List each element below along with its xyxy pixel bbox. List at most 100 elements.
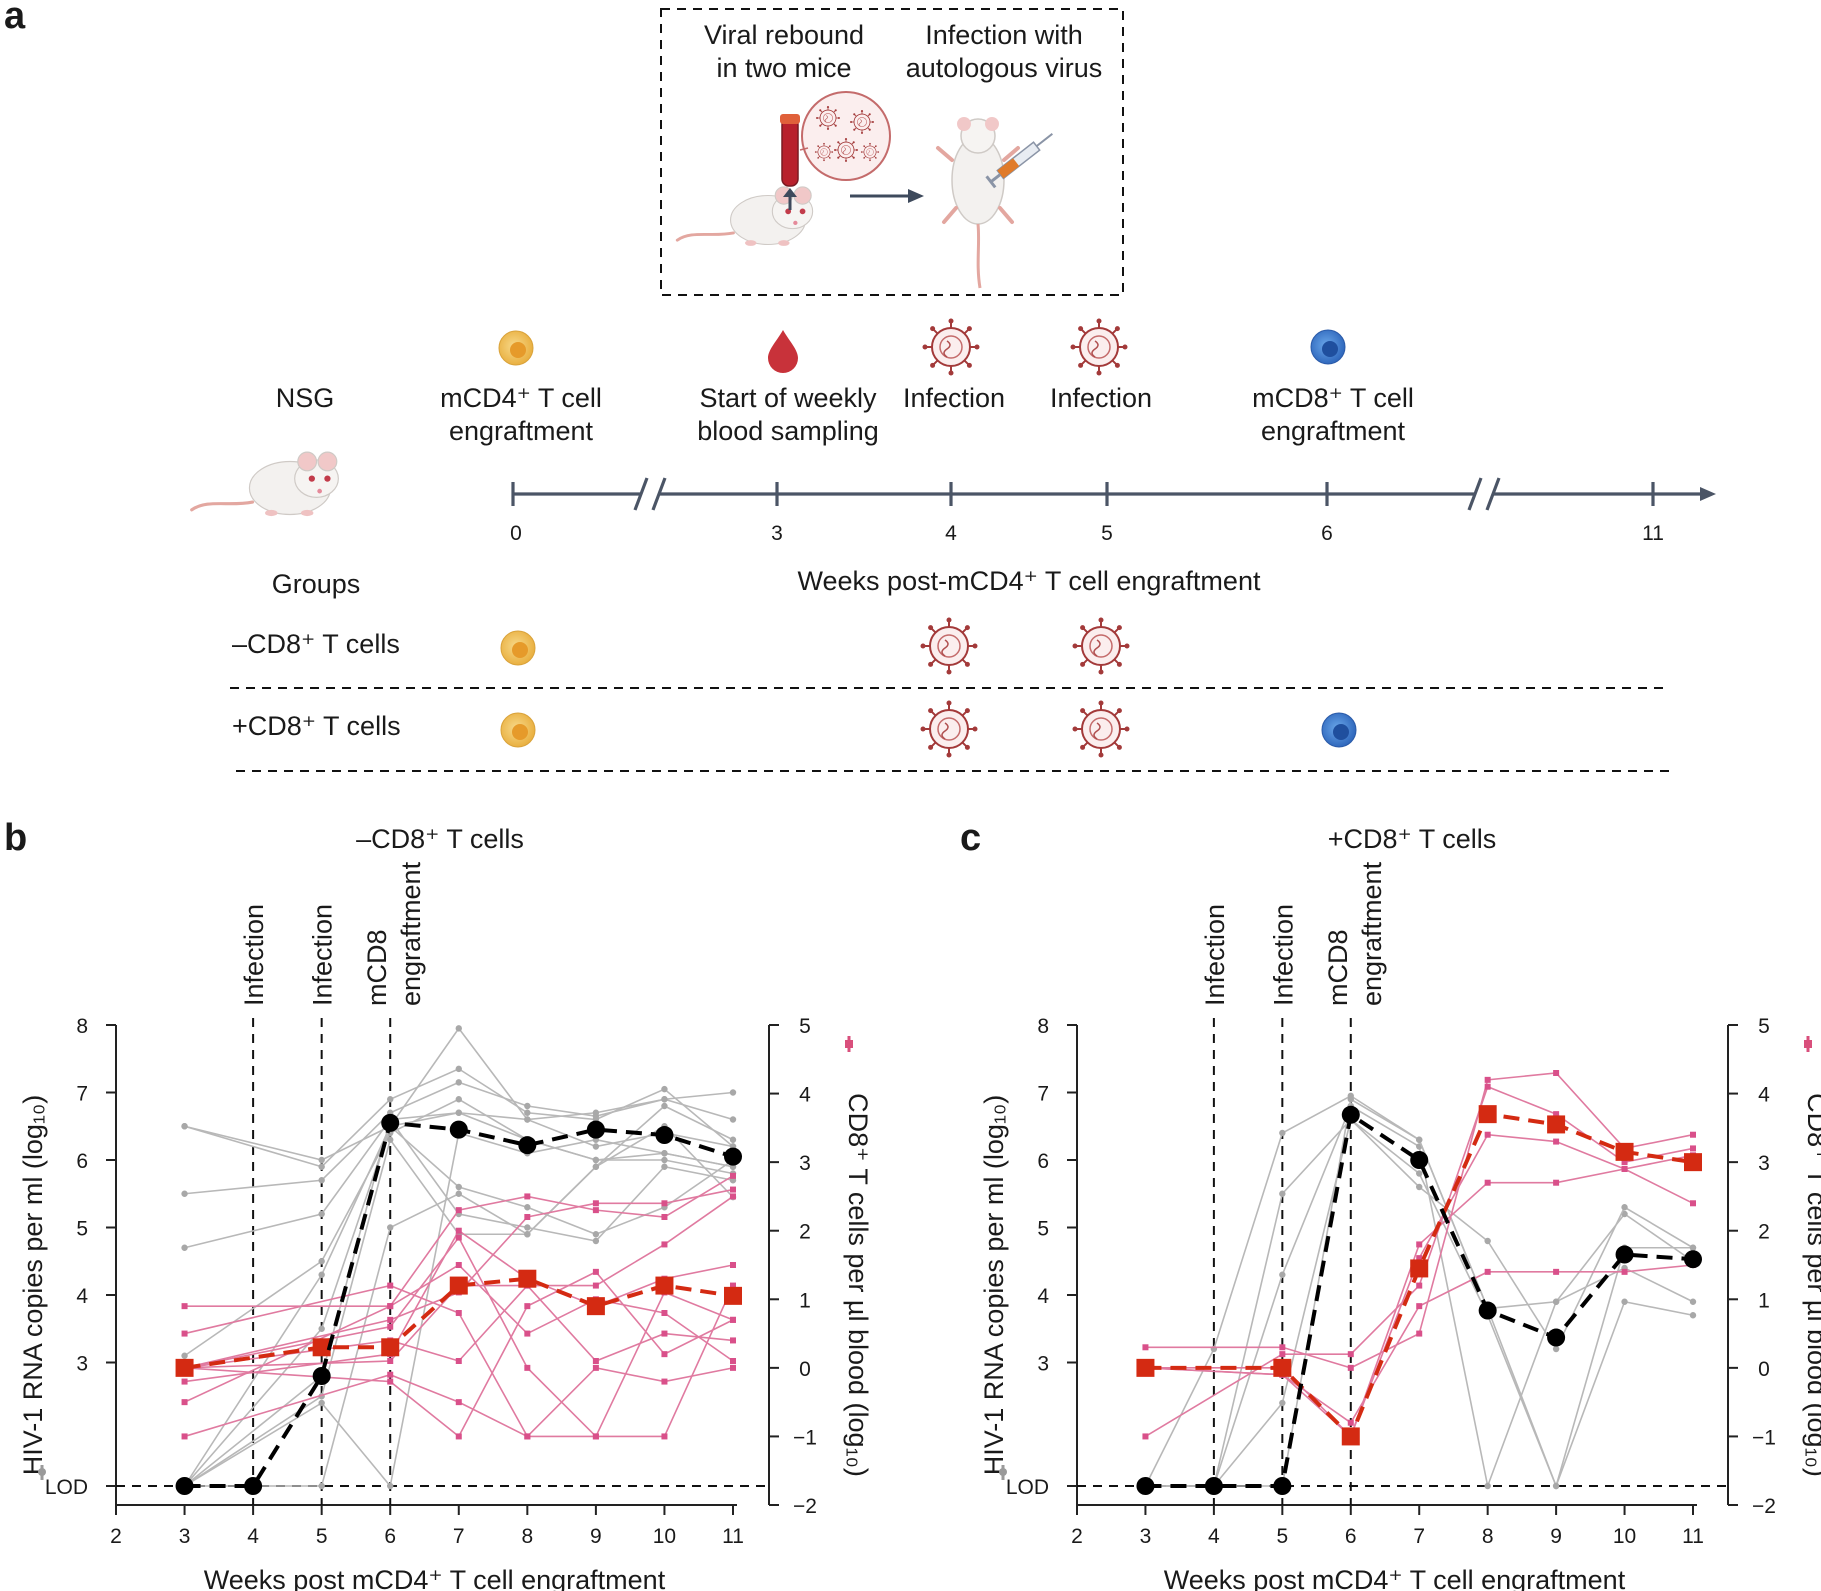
mean-hiv-point	[586, 1120, 605, 1139]
individual-cd8-point	[592, 1200, 599, 1207]
individual-cd8-point	[1347, 1419, 1354, 1426]
individual-hiv-point	[318, 1177, 325, 1184]
individual-cd8-point	[661, 1378, 668, 1385]
y2-tick-label: 1	[799, 1289, 811, 1312]
virus-icon	[1071, 699, 1131, 759]
individual-cd8-point	[592, 1282, 599, 1289]
mean-cd8-point	[1478, 1105, 1497, 1124]
blood-drop-icon	[768, 330, 798, 373]
y-axis-label-right: CD8⁺ T cells per µl blood (log₁₀)	[843, 1093, 873, 1477]
individual-hiv-point	[181, 1244, 188, 1251]
y2-tick-label: 2	[1758, 1221, 1770, 1244]
individual-cd8-point	[524, 1433, 531, 1440]
y2-tick-label: −2	[1752, 1495, 1776, 1518]
mean-cd8-point	[449, 1276, 468, 1295]
individual-cd8-point	[387, 1323, 394, 1330]
individual-hiv-point	[592, 1231, 600, 1238]
individual-cd8-point	[1347, 1364, 1354, 1371]
timeline-tick-label: 4	[945, 522, 957, 545]
individual-cd8-point	[1690, 1200, 1696, 1207]
timeline-tick-label: 6	[1321, 522, 1333, 545]
event-label: mCD8	[1323, 929, 1353, 1006]
event-label: Infection	[308, 904, 338, 1006]
chart-title-c: +CD8⁺ T cells	[1328, 824, 1497, 854]
individual-cd8-point	[661, 1241, 668, 1248]
virus-icon	[1071, 616, 1131, 676]
event-label: Infection	[239, 904, 269, 1006]
group-plus-label: +CD8⁺ T cells	[232, 711, 401, 741]
individual-cd8-point	[524, 1330, 531, 1337]
mean-cd8-point	[1341, 1427, 1360, 1446]
individual-cd8-point	[455, 1262, 462, 1268]
x-tick-label: 2	[110, 1525, 122, 1548]
individual-hiv-point	[1689, 1298, 1697, 1305]
individual-cd8-point	[455, 1358, 462, 1364]
individual-hiv-point	[592, 1143, 600, 1150]
individual-hiv-line	[184, 1117, 734, 1487]
timeline-tick-label: 3	[771, 522, 783, 545]
timeline-tick-label: 0	[510, 522, 522, 545]
individual-cd8-point	[1416, 1241, 1423, 1248]
individual-hiv-point	[661, 1096, 668, 1103]
individual-cd8-point	[1690, 1131, 1696, 1138]
y-tick-label: 8	[1037, 1015, 1049, 1038]
individual-hiv-point	[661, 1085, 668, 1093]
x-tick-label: 6	[1345, 1525, 1357, 1548]
individual-cd8-point	[387, 1378, 394, 1385]
individual-cd8-point	[1621, 1166, 1628, 1172]
individual-cd8-point	[387, 1358, 394, 1364]
mean-cd8-point	[655, 1276, 674, 1295]
individual-cd8-point	[387, 1316, 394, 1323]
event-label-2a: Infection	[903, 383, 1005, 413]
individual-hiv-point	[1552, 1345, 1560, 1353]
mean-hiv-point	[175, 1477, 194, 1495]
individual-cd8-point	[730, 1364, 736, 1371]
individual-hiv-point	[592, 1112, 600, 1120]
box-label-2b: autologous virus	[906, 53, 1103, 83]
y-tick-label: 4	[76, 1285, 88, 1308]
y-tick-label: 6	[76, 1150, 88, 1173]
individual-cd8-point	[592, 1358, 599, 1364]
individual-cd8-point	[524, 1364, 531, 1371]
y2-tick-label: −1	[1752, 1426, 1776, 1449]
individual-hiv-point	[455, 1190, 462, 1197]
individual-hiv-point	[387, 1482, 394, 1490]
individual-cd8-point	[455, 1207, 462, 1214]
individual-cd8-point	[661, 1433, 668, 1440]
individual-cd8-point	[1621, 1159, 1628, 1166]
mean-hiv-point	[1684, 1250, 1702, 1269]
individual-hiv-line	[183, 1124, 734, 1487]
mean-hiv-point	[1136, 1477, 1155, 1495]
individual-cd8-point	[730, 1337, 736, 1344]
individual-hiv-point	[1552, 1298, 1560, 1305]
individual-cd8-point	[1484, 1179, 1491, 1186]
individual-cd8-point	[661, 1310, 668, 1316]
panel-letter-b: b	[4, 817, 27, 859]
individual-hiv-point	[661, 1163, 668, 1170]
nsg-mouse-icon	[190, 450, 340, 518]
x-tick-label: 9	[1550, 1525, 1562, 1548]
individual-hiv-point	[1621, 1204, 1628, 1211]
individual-cd8-point	[661, 1200, 668, 1207]
mean-cd8-line	[1145, 1111, 1694, 1440]
hiv-legend-marker	[999, 1468, 1007, 1476]
mean-cd8-point	[1410, 1259, 1429, 1278]
individual-hiv-point	[1279, 1271, 1286, 1278]
individual-cd8-point	[181, 1303, 188, 1310]
event-label: engraftment	[1357, 861, 1387, 1006]
nsg-label: NSG	[276, 383, 335, 413]
y2-tick-label: 5	[799, 1015, 811, 1038]
y-axis-label-right: CD8⁺ T cells per µl blood (log₁₀)	[1802, 1093, 1821, 1477]
individual-cd8-point	[1484, 1268, 1491, 1275]
individual-cd8-point	[455, 1234, 462, 1241]
individual-cd8-point	[455, 1399, 462, 1406]
x-tick-label: 11	[1682, 1525, 1704, 1548]
individual-cd8-point	[730, 1262, 736, 1268]
individual-cd8-point	[181, 1399, 188, 1406]
y2-tick-label: 0	[1758, 1358, 1770, 1381]
individual-hiv-point	[455, 1109, 462, 1116]
virus-cluster-icon	[799, 91, 891, 181]
virus-icon	[921, 317, 981, 377]
x-tick-label: 3	[1140, 1525, 1152, 1548]
